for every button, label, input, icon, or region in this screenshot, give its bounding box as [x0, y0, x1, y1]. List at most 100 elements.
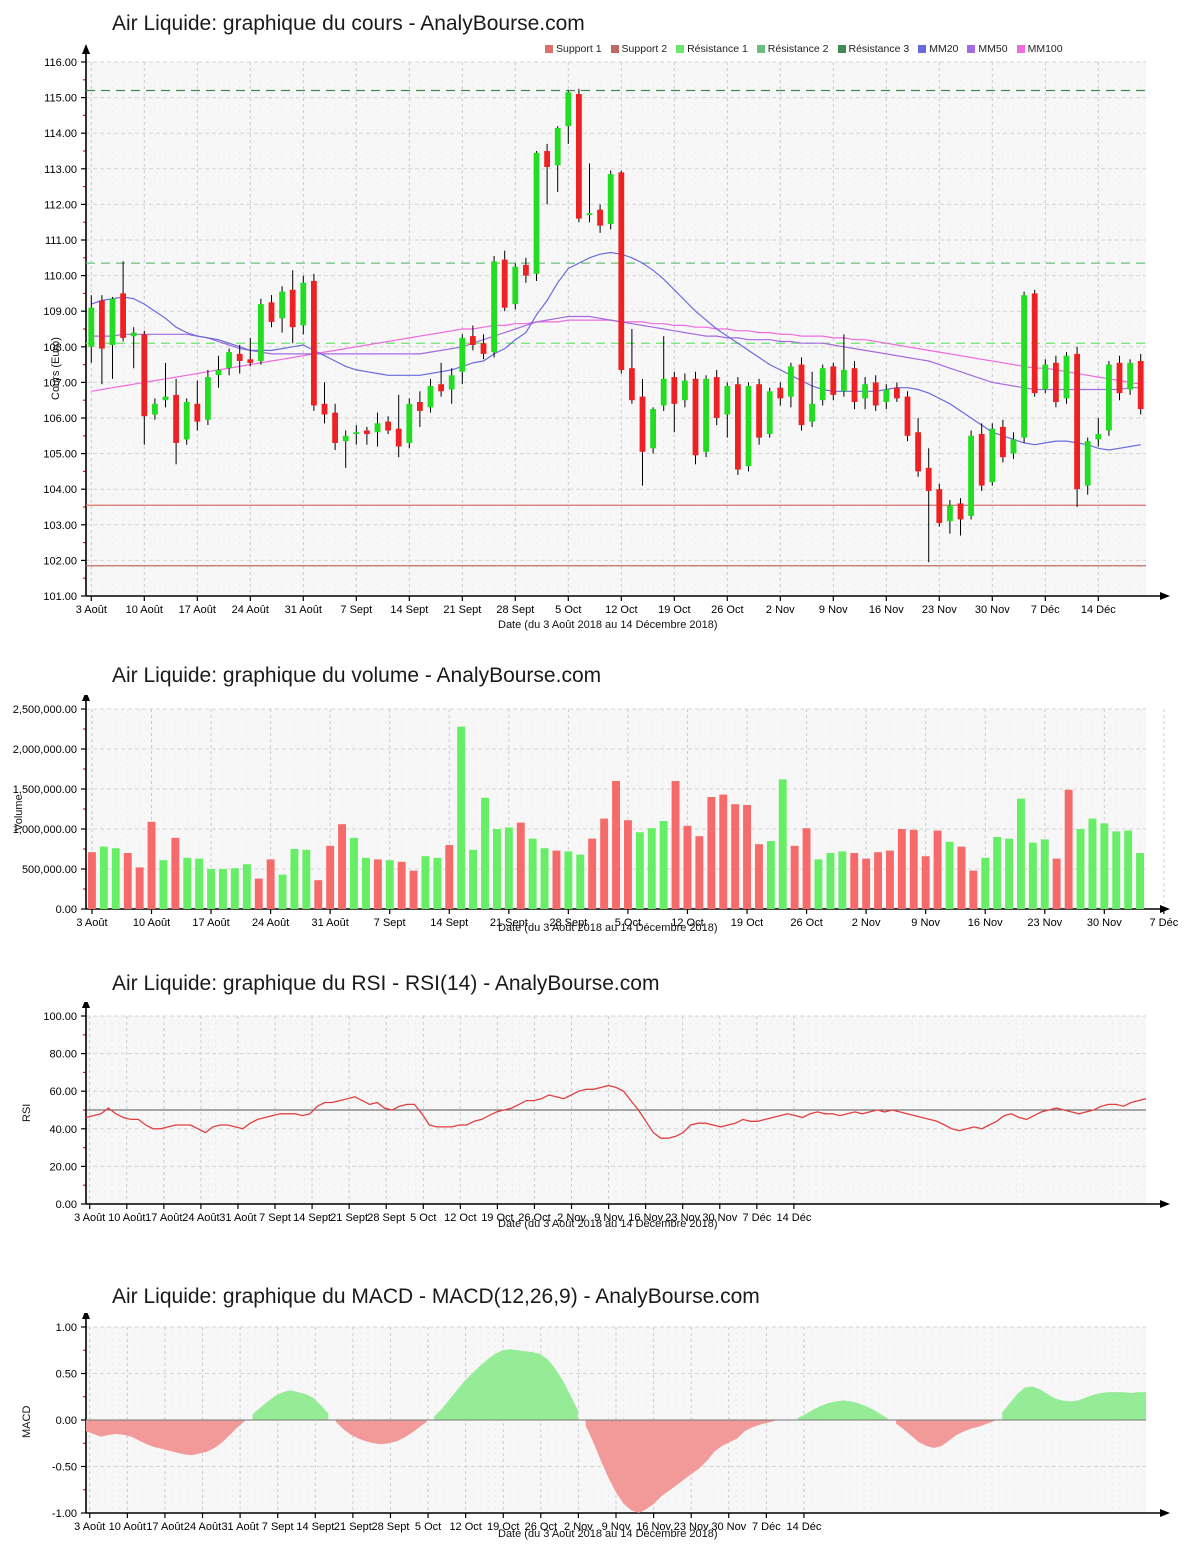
volume-bar	[326, 845, 335, 909]
volume-bar	[743, 805, 751, 909]
candle-body-bearish	[470, 336, 476, 345]
candle-body-bullish	[1063, 355, 1070, 399]
volume-bar	[159, 860, 168, 909]
volume-chart-plot: 0.00 500,000.00 1,000,000.00 1,500,000.00 2,…	[13, 695, 1179, 929]
candle-body-bullish	[152, 403, 158, 415]
price-y-axis-label: Cours (Euro)	[50, 337, 62, 400]
candle-body-bullish	[533, 152, 540, 274]
y-tick-label: 107.00	[43, 377, 77, 389]
volume-bar	[111, 848, 120, 909]
x-tick-label: 21 Sept	[330, 1212, 368, 1224]
volume-bar	[433, 857, 442, 909]
volume-bar	[290, 849, 299, 909]
candle-body-bearish	[671, 377, 678, 404]
x-tick-label: 10 Août	[108, 1212, 145, 1224]
candle-body-bullish	[279, 291, 285, 319]
candle-body-bearish	[1074, 353, 1080, 490]
legend-label: Résistance 3	[848, 43, 910, 55]
volume-bar	[123, 853, 132, 909]
y-tick-label: 0.00	[56, 1415, 77, 1427]
rsi-x-axis-label: Date (du 3 Août 2018 au 14 Décembre 2018…	[498, 1218, 718, 1230]
volume-chart-panel: Air Liquide: graphique du volume - Analy…	[0, 650, 1200, 950]
x-tick-label: 12 Oct	[605, 604, 637, 616]
volume-bar	[933, 830, 942, 909]
candle-body-bullish	[883, 389, 890, 402]
x-axis-arrow-icon	[1160, 905, 1170, 913]
legend-swatch-icon	[837, 45, 846, 54]
candle-body-bearish	[194, 403, 201, 422]
volume-bar	[1088, 818, 1097, 909]
candle-body-bearish	[311, 280, 317, 406]
volume-bar	[897, 829, 906, 909]
x-tick-label: 5 Oct	[415, 1521, 441, 1533]
candle-body-bullish	[183, 402, 190, 440]
price-chart-plot: 101.00 102.00 103.00 104.00 105.00 106.00 107.…	[43, 44, 1170, 616]
volume-bar	[1112, 831, 1121, 909]
x-tick-label: 28 Sept	[549, 917, 587, 929]
candle-body-bearish	[120, 293, 126, 338]
x-tick-label: 21 Sept	[334, 1521, 372, 1533]
y-tick-label: 112.00	[44, 199, 77, 211]
volume-bar	[195, 858, 204, 909]
candle-body-bullish	[947, 505, 953, 522]
x-axis-arrow-icon	[1160, 1509, 1170, 1517]
macd-area-positive	[1002, 1386, 1146, 1420]
y-axis-arrow-icon	[82, 1002, 90, 1008]
legend-swatch-icon	[1016, 45, 1025, 54]
x-tick-label: 23 Nov	[922, 604, 957, 616]
candle-body-bullish	[766, 391, 773, 434]
volume-bar	[219, 869, 227, 909]
candle-body-bullish	[819, 368, 826, 401]
volume-bar	[1136, 853, 1144, 909]
x-tick-label: 9 Nov	[911, 917, 940, 929]
volume-bar	[362, 857, 370, 909]
candle-body-bullish	[968, 435, 974, 516]
candle-body-bullish	[724, 386, 731, 415]
volume-bar	[790, 845, 799, 909]
volume-bar	[1017, 798, 1025, 909]
candle-body-bullish	[226, 352, 232, 369]
volume-x-axis-label: Date (du 3 Août 2018 au 14 Décembre 2018…	[498, 922, 718, 934]
x-tick-label: 30 Nov	[702, 1212, 737, 1224]
volume-bar	[826, 853, 835, 909]
candle-body-bearish	[629, 368, 635, 401]
volume-bar	[552, 850, 561, 909]
x-tick-label: 2 Nov	[557, 1212, 586, 1224]
volume-bar	[993, 837, 1002, 909]
candle-body-bullish	[491, 261, 497, 353]
rsi-chart-title: Air Liquide: graphique du RSI - RSI(14) …	[112, 972, 660, 995]
x-tick-label: 12 Oct	[444, 1212, 476, 1224]
candle-body-bearish	[1053, 362, 1059, 402]
y-tick-label: 101.00	[43, 591, 77, 603]
legend-label: Résistance 2	[767, 43, 829, 55]
y-tick-label: -1.00	[52, 1508, 77, 1520]
volume-bar	[254, 878, 263, 909]
x-tick-label: 31 Août	[311, 917, 348, 929]
volume-bar	[909, 829, 918, 909]
x-tick-label: 12 Oct	[449, 1521, 481, 1533]
volume-bar	[719, 794, 728, 909]
x-tick-label: 3 Août	[76, 604, 107, 616]
candle-body-bearish	[872, 382, 879, 406]
x-tick-label: 23 Nov	[1027, 917, 1062, 929]
candle-body-bullish	[258, 304, 264, 362]
x-tick-label: 16 Nov	[968, 917, 1003, 929]
x-tick-label: 19 Oct	[481, 1212, 513, 1224]
volume-bar	[671, 781, 680, 909]
y-tick-label: 500,000.00	[22, 864, 77, 876]
candle-body-bearish	[1137, 361, 1144, 410]
y-tick-label: 110.00	[44, 271, 77, 283]
macd-area-negative	[585, 1420, 775, 1513]
volume-bar	[647, 828, 656, 909]
x-tick-label: 5 Oct	[615, 917, 641, 929]
candle-body-bullish	[353, 432, 360, 434]
macd-chart-plot: -1.00 -0.50 0.00 0.50 1.00 3 Août 10 Août 17 Ao…	[21, 1313, 1170, 1533]
x-tick-label: 7 Déc	[1149, 917, 1178, 929]
price-chart-panel: Air Liquide: graphique du cours - AnalyB…	[0, 0, 1200, 640]
x-tick-label: 16 Nov	[636, 1521, 671, 1533]
x-tick-label: 7 Sept	[262, 1521, 294, 1533]
candle-body-bearish	[904, 396, 911, 436]
volume-bar	[504, 827, 513, 909]
y-tick-label: 111.00	[45, 235, 77, 247]
